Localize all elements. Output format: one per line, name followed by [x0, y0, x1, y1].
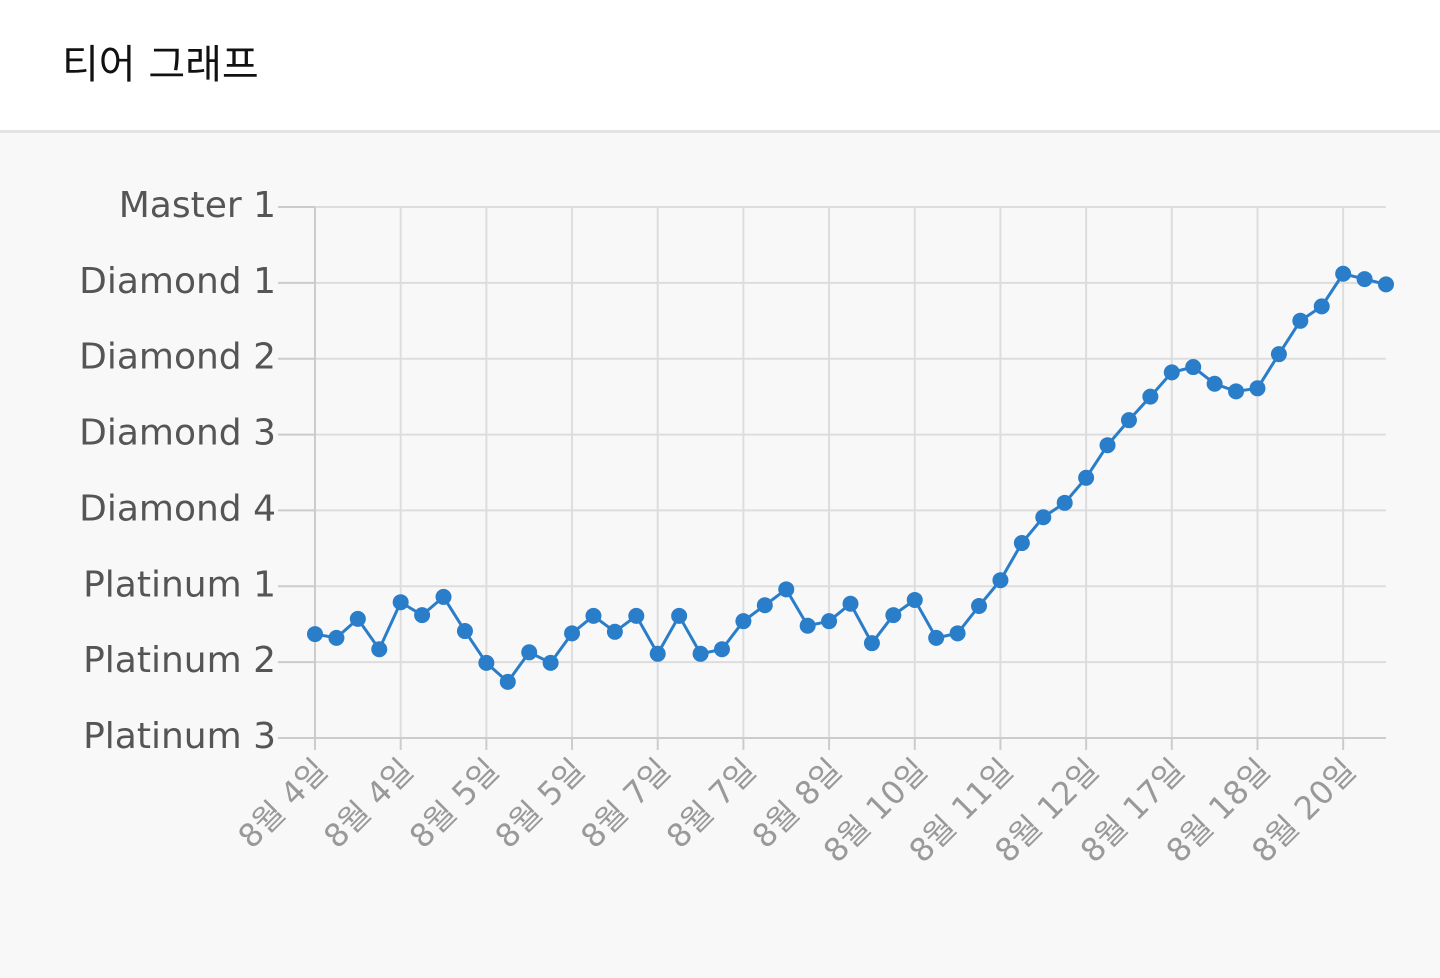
- x-tick-label: 8월 5일: [488, 751, 592, 855]
- point: [671, 607, 688, 624]
- point: [1335, 265, 1352, 282]
- y-tick-label: Diamond 1: [79, 261, 276, 302]
- point: [1313, 298, 1330, 315]
- x-tick-label: 8월 7일: [659, 751, 763, 855]
- header: 티어 그래프: [0, 0, 1440, 133]
- y-tick-label: Diamond 3: [79, 413, 276, 454]
- y-tick-label: Diamond 4: [79, 488, 276, 529]
- point: [1228, 383, 1245, 400]
- point: [906, 591, 923, 608]
- point: [585, 607, 602, 624]
- point: [928, 629, 945, 646]
- point: [371, 641, 388, 658]
- x-tick-label: 8월 4일: [231, 751, 335, 855]
- point: [564, 625, 581, 642]
- point: [414, 607, 431, 624]
- point: [1206, 375, 1223, 392]
- point: [499, 673, 516, 690]
- point: [971, 598, 988, 615]
- y-tick-label: Platinum 3: [83, 716, 276, 757]
- point: [628, 607, 645, 624]
- point: [1378, 276, 1394, 293]
- x-tick-label: 8월 4일: [316, 751, 420, 855]
- y-tick-label: Platinum 1: [83, 564, 276, 605]
- point: [1013, 535, 1030, 552]
- point: [821, 613, 838, 630]
- point: [435, 588, 452, 605]
- header-title: 티어 그래프: [62, 42, 259, 88]
- y-tick-label: Master 1: [119, 185, 276, 226]
- point: [799, 617, 816, 634]
- x-tick-label: 8월 7일: [573, 751, 677, 855]
- point: [735, 613, 752, 630]
- point: [842, 595, 859, 612]
- point: [1249, 380, 1266, 397]
- point: [478, 654, 495, 671]
- point: [713, 641, 730, 658]
- point: [307, 626, 323, 643]
- y-tick-label: Diamond 2: [79, 337, 276, 378]
- point: [1078, 469, 1095, 486]
- point: [1056, 494, 1073, 511]
- point: [606, 623, 623, 640]
- point: [778, 581, 795, 598]
- point: [949, 625, 966, 642]
- y-tick-label: Platinum 2: [83, 640, 276, 681]
- point: [1292, 312, 1309, 329]
- point: [521, 644, 538, 661]
- chart: Platinum 3 Platinum 2 Platinum 1 Diamond 4 D…: [79, 185, 1394, 870]
- point: [1356, 271, 1373, 288]
- point: [1142, 388, 1159, 405]
- point: [885, 607, 902, 624]
- point: [542, 654, 559, 671]
- point: [1163, 364, 1180, 381]
- point: [1185, 359, 1202, 376]
- point: [692, 645, 709, 662]
- point: [863, 635, 880, 652]
- point: [1270, 346, 1287, 363]
- point: [349, 610, 366, 627]
- point: [756, 597, 773, 614]
- point: [392, 594, 409, 611]
- point: [992, 572, 1009, 589]
- point: [1120, 412, 1137, 429]
- point: [649, 645, 666, 662]
- point: [1035, 509, 1052, 526]
- point: [1099, 437, 1116, 454]
- x-tick-label: 8월 5일: [402, 751, 506, 855]
- point: [456, 623, 473, 640]
- line: [314, 272, 1387, 685]
- point: [328, 629, 345, 646]
